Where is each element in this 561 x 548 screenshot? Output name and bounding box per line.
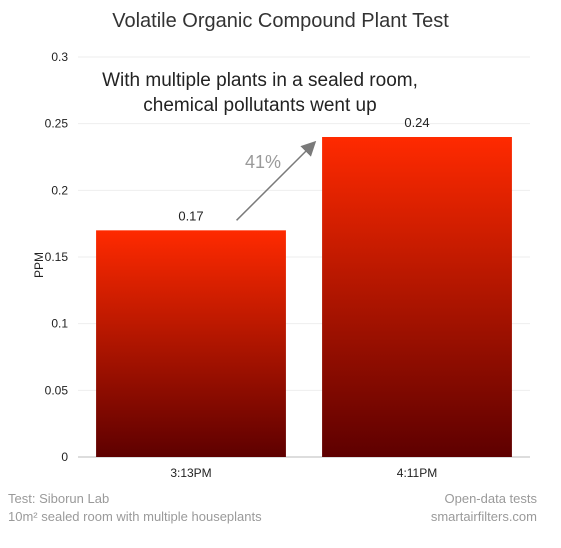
increase-arrow (236, 140, 317, 221)
bar-3:13pm (96, 230, 286, 457)
percent-change-label: 41% (245, 152, 282, 172)
footer-right: Open-data tests smartairfilters.com (431, 490, 537, 526)
annotation-text: With multiple plants in a sealed room, c… (70, 68, 450, 118)
x-tick-label: 3:13PM (170, 466, 211, 480)
data-label: 0.17 (178, 208, 203, 223)
chart-title: Volatile Organic Compound Plant Test (112, 10, 449, 32)
y-tick-label: 0.05 (45, 383, 69, 397)
annotation-line-1: With multiple plants in a sealed room, (102, 70, 418, 91)
footer-tests: Open-data tests (444, 491, 538, 506)
footer-source: Test: Siborun Lab (8, 491, 110, 506)
footer-description: 10m² sealed room with multiple houseplan… (8, 509, 262, 524)
y-tick-label: 0.1 (51, 317, 68, 331)
bar-4:11pm (322, 137, 512, 457)
y-tick-label: 0.15 (45, 250, 69, 264)
footer-website: smartairfilters.com (430, 509, 537, 524)
annotation-line-2: chemical pollutants went up (143, 95, 377, 116)
footer-left: Test: Siborun Lab 10m² sealed room with … (8, 490, 262, 526)
y-tick-label: 0.25 (45, 117, 69, 131)
x-tick-label: 4:11PM (397, 466, 437, 480)
y-tick-label: 0 (61, 450, 68, 464)
data-label: 0.24 (404, 115, 429, 130)
y-tick-label: 0.2 (51, 183, 68, 197)
y-tick-label: 0.3 (51, 50, 68, 64)
